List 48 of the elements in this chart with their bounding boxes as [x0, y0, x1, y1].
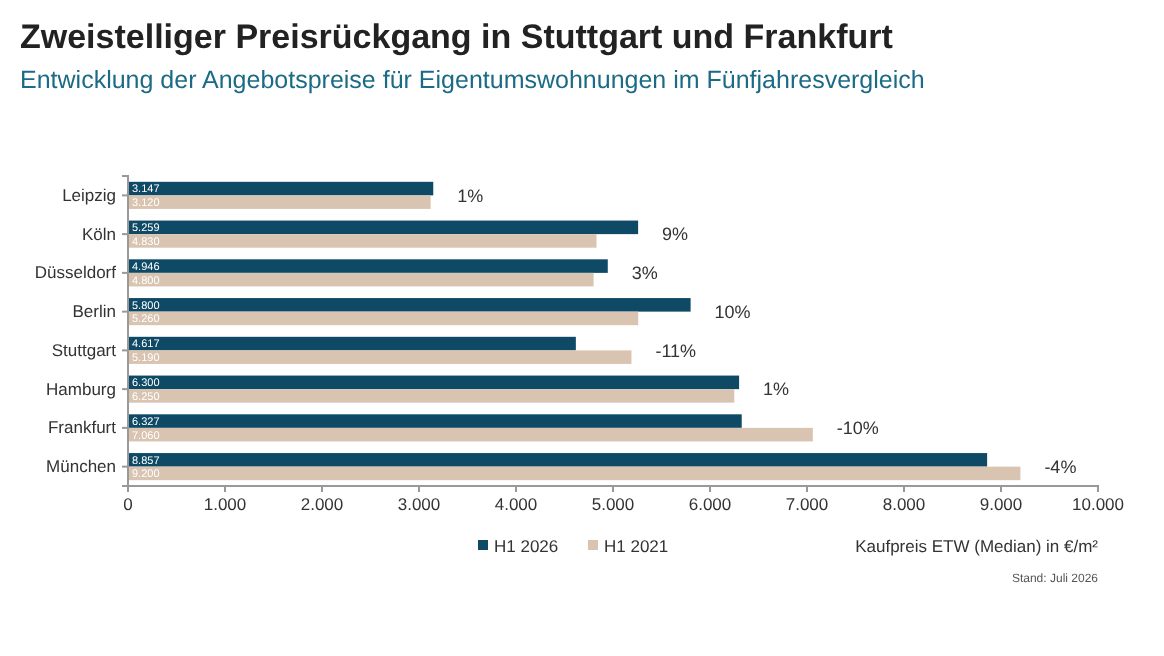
bar	[128, 336, 576, 351]
chart-subtitle: Entwicklung der Angebotspreise für Eigentumswohnungen im Fünfjahresvergleich	[20, 66, 925, 94]
x-tick-label: 6.000	[688, 494, 732, 515]
annotation: 10%	[714, 301, 751, 322]
bar	[128, 389, 735, 403]
bar	[128, 298, 691, 312]
chart-title: Zweistelliger Preisrückgang in Stuttgart und Frankfurt	[20, 18, 894, 56]
bar	[128, 311, 639, 326]
annotation: 1%	[763, 379, 790, 400]
annotation: 9%	[662, 224, 689, 245]
x-axis-title: Kaufpreis ETW (Median) in €/m²	[855, 536, 1099, 556]
x-tick-label: 10.000	[1072, 494, 1125, 515]
annotation: -10%	[836, 418, 879, 439]
bar	[128, 259, 608, 273]
legend-label: H1 2021	[604, 536, 669, 556]
x-tick-label: 7.000	[785, 494, 829, 515]
x-tick-label: 8.000	[882, 494, 926, 515]
y-tick-label: München	[46, 456, 117, 477]
x-tick-label: 1.000	[203, 494, 247, 515]
y-tick-label: Berlin	[72, 301, 117, 322]
bar	[128, 453, 988, 467]
bar	[128, 195, 431, 209]
y-tick-label: Leipzig	[62, 184, 117, 205]
bar	[128, 181, 434, 196]
y-tick-label: Stuttgart	[51, 339, 118, 360]
y-tick-label: Hamburg	[46, 378, 117, 399]
x-tick-label: 4.000	[494, 494, 538, 515]
y-tick-label: Köln	[81, 223, 117, 244]
bar	[128, 220, 639, 235]
annotation: 1%	[457, 185, 484, 206]
bar	[128, 375, 740, 390]
x-tick-label: 2.000	[300, 494, 344, 515]
bar	[128, 350, 632, 364]
bar	[128, 427, 813, 442]
x-tick-label: 5.000	[591, 494, 635, 515]
legend-label: H1 2026	[494, 536, 559, 556]
x-tick-label: 3.000	[397, 494, 441, 515]
bar	[128, 234, 597, 248]
bar	[128, 272, 594, 287]
annotation: -11%	[655, 340, 697, 361]
x-tick-label: 0	[123, 494, 134, 515]
y-tick-label: Frankfurt	[47, 417, 118, 438]
y-tick-label: Düsseldorf	[34, 262, 118, 283]
x-tick-label: 9.000	[979, 494, 1023, 515]
annotation: -4%	[1044, 456, 1077, 477]
bar	[128, 414, 742, 428]
annotation: 3%	[631, 263, 658, 284]
bar	[128, 466, 1021, 481]
